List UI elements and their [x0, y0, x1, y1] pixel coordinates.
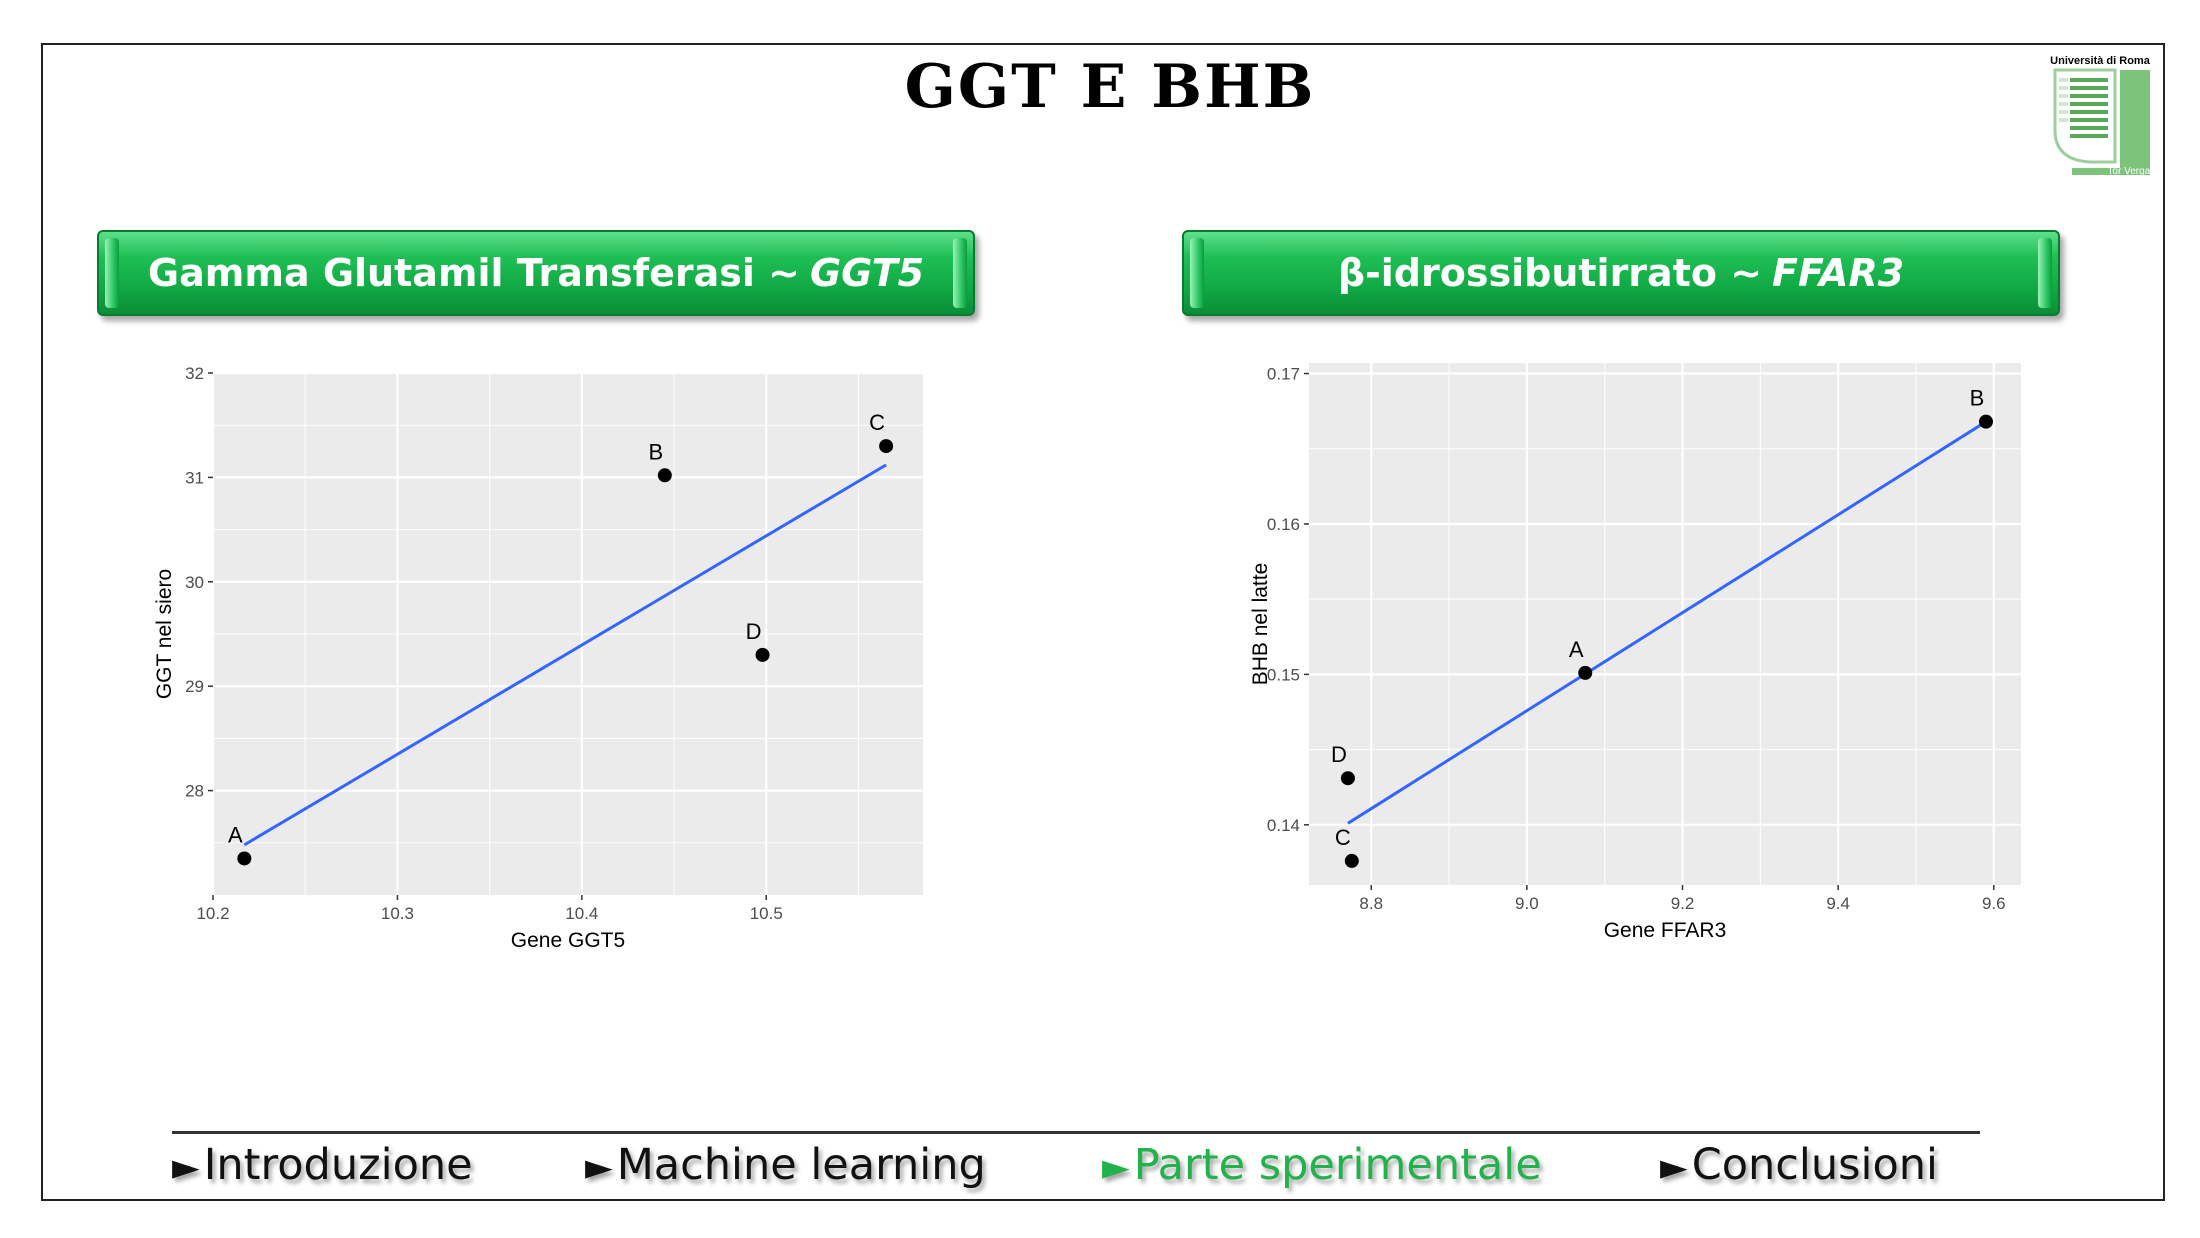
slide-title: GGT E BHB [904, 52, 1316, 122]
point-label-a: A [228, 822, 243, 847]
x-axis-title: Gene FFAR3 [1604, 919, 1727, 942]
nav-item-introduzione[interactable]: ►Introduzione [172, 1140, 473, 1190]
data-point-a [237, 851, 252, 866]
left-header-gene: GGT5 [809, 251, 925, 295]
point-label-b: B [1970, 386, 1985, 411]
nav-item-parte-sperimentale[interactable]: ►Parte sperimentale [1102, 1140, 1542, 1190]
data-point-c [1344, 853, 1359, 868]
x-tick-label: 9.2 [1671, 894, 1695, 913]
x-tick-label: 9.4 [1826, 894, 1850, 913]
y-tick-label: 0.16 [1267, 515, 1300, 534]
y-tick-label: 0.14 [1267, 816, 1300, 835]
right-header-main: β-idrossibutirrato ~ [1337, 251, 1763, 295]
y-tick-label: 31 [185, 468, 204, 487]
y-tick-label: 29 [185, 677, 204, 696]
point-label-b: B [648, 439, 663, 464]
data-point-b [657, 468, 672, 483]
y-tick-label: 32 [185, 364, 204, 383]
right-header-gene: FFAR3 [1772, 251, 1905, 295]
nav-item-label: Machine learning [616, 1140, 986, 1190]
point-label-c: C [1335, 825, 1351, 850]
regression-line [1347, 420, 1987, 825]
slide-frame [41, 43, 2165, 1201]
x-tick-label: 10.5 [750, 904, 783, 923]
nav-divider [172, 1131, 1980, 1134]
x-tick-label: 10.3 [381, 904, 414, 923]
ffar3-scatter-chart: 8.8 9.0 9.2 9.4 9.6 0.14 0.15 0.16 0.17 Gene FFAR… [1249, 363, 2021, 942]
nav-item-label: Parte sperimentale [1133, 1140, 1542, 1190]
y-tick-label: 30 [185, 573, 204, 592]
nav-arrow-icon: ► [585, 1147, 613, 1188]
point-label-c: C [869, 410, 885, 435]
nav-item-conclusioni[interactable]: ►Conclusioni [1660, 1140, 1938, 1190]
data-point-b [1978, 414, 1993, 429]
data-point-d [1340, 771, 1355, 786]
data-point-a [1578, 665, 1593, 680]
y-axis-title: GGT nel siero [153, 569, 176, 699]
nav-item-machine-learning[interactable]: ►Machine learning [585, 1140, 986, 1190]
y-tick-label: 0.17 [1267, 365, 1300, 384]
x-tick-label: 9.0 [1515, 894, 1539, 913]
ggt5-scatter-chart: 10.2 10.3 10.4 10.5 28 29 30 31 32 Gene GGT5 GGT n… [153, 364, 923, 952]
data-point-c [879, 439, 894, 454]
y-tick-label: 0.15 [1267, 665, 1300, 684]
logo-text-bottom: Tor Vergata [2107, 166, 2155, 175]
nav-item-label: Introduzione [203, 1140, 473, 1190]
data-point-d [755, 647, 770, 662]
point-label-a: A [1569, 637, 1584, 662]
regression-line [243, 463, 887, 847]
right-section-header-text: β-idrossibutirrato ~ FFAR3 [1184, 232, 2058, 314]
point-label-d: D [1331, 742, 1347, 767]
left-section-header: Gamma Glutamil Transferasi ~ GGT5 [97, 230, 975, 316]
left-section-header-text: Gamma Glutamil Transferasi ~ GGT5 [99, 232, 973, 314]
nav-arrow-icon: ► [1102, 1147, 1130, 1188]
y-tick-label: 28 [185, 782, 204, 801]
logo-text-top: Università di Roma [2050, 55, 2151, 67]
nav-arrow-icon: ► [1660, 1147, 1688, 1188]
x-axis-title: Gene GGT5 [511, 929, 625, 952]
x-tick-label: 8.8 [1359, 894, 1383, 913]
nav-arrow-icon: ► [172, 1147, 200, 1188]
point-label-d: D [746, 619, 762, 644]
university-logo: Università di Roma Tor Vergata [2050, 55, 2155, 175]
y-axis-title: BHB nel latte [1249, 563, 1272, 686]
x-tick-label: 10.2 [196, 904, 229, 923]
left-header-main: Gamma Glutamil Transferasi ~ [147, 251, 800, 295]
right-section-header: β-idrossibutirrato ~ FFAR3 [1182, 230, 2060, 316]
nav-item-label: Conclusioni [1691, 1140, 1938, 1190]
x-tick-label: 10.4 [565, 904, 598, 923]
x-tick-label: 9.6 [1982, 894, 2006, 913]
